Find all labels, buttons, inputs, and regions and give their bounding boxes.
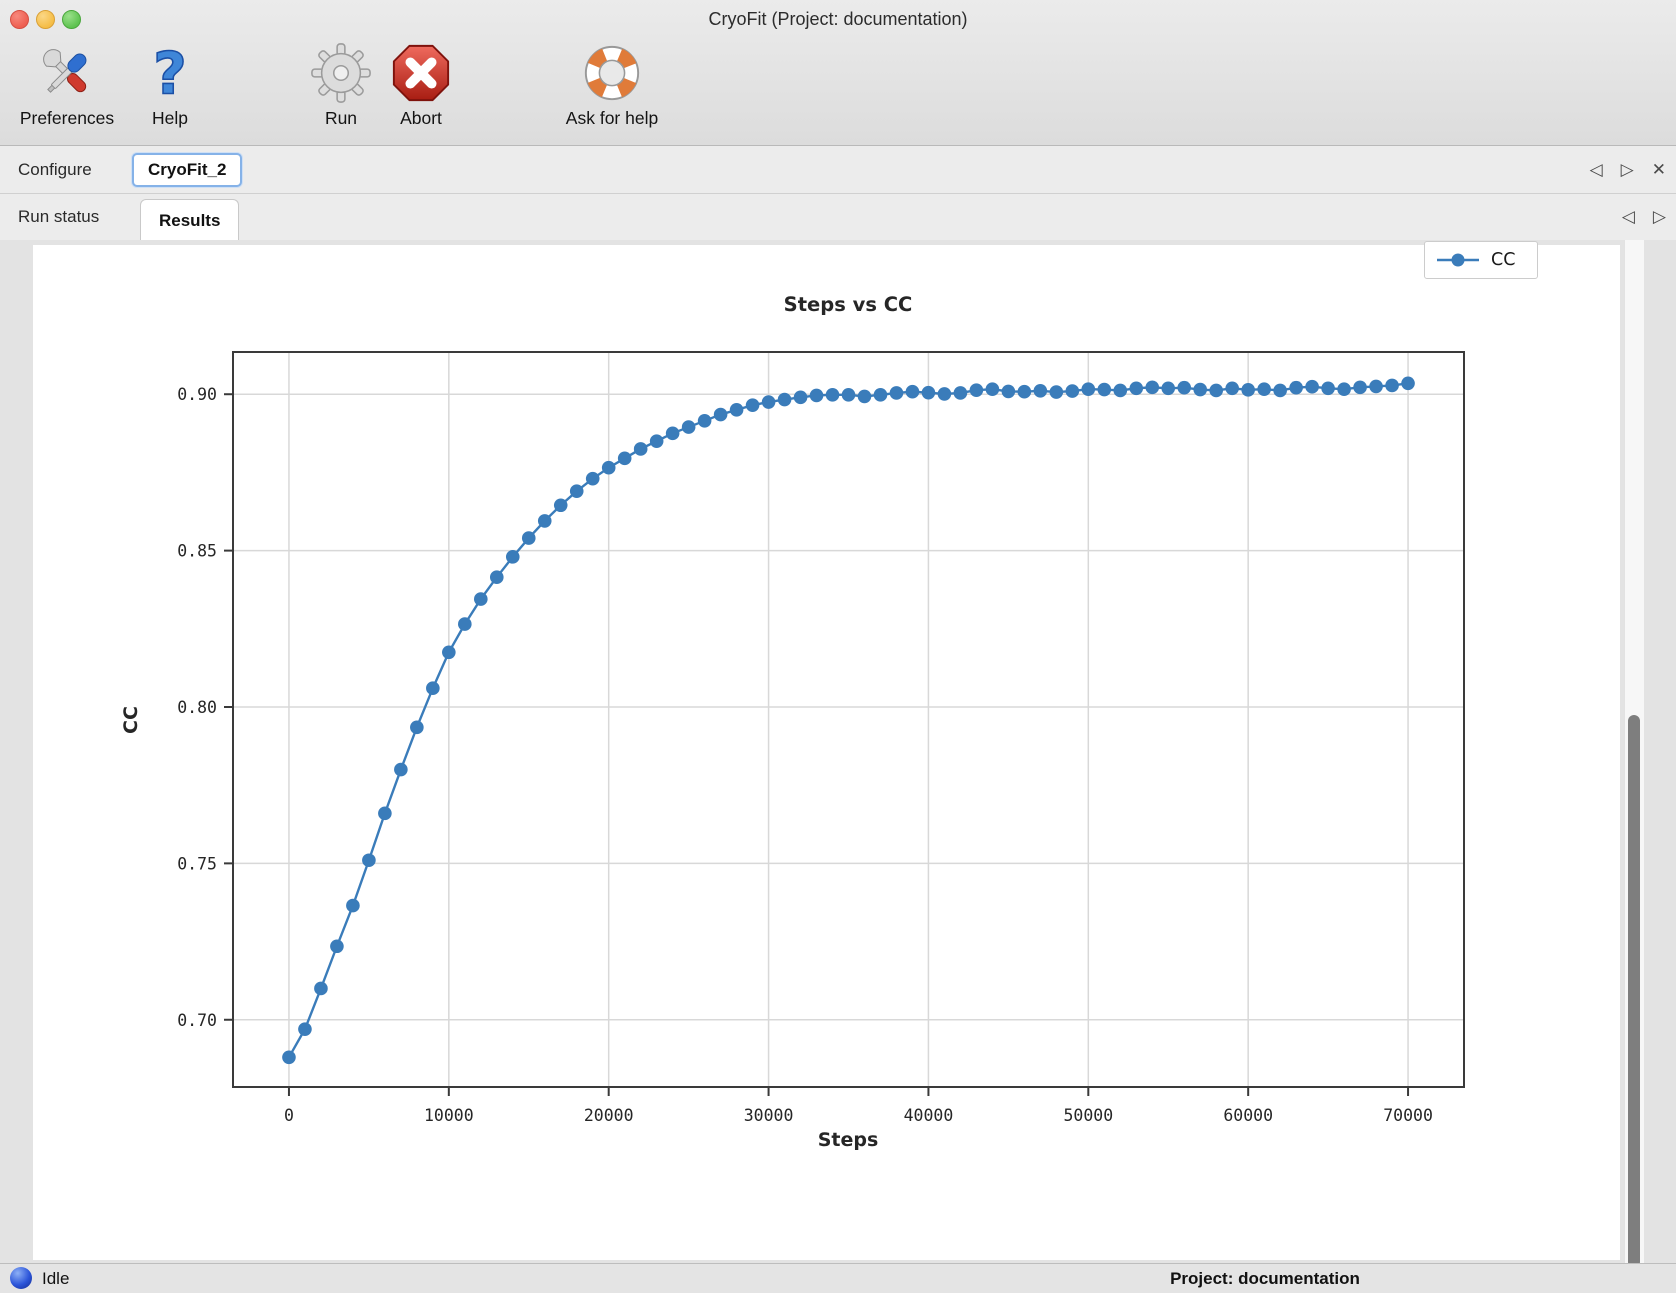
ask-for-help-button[interactable]: Ask for help	[547, 42, 677, 142]
status-indicator-icon	[10, 1267, 32, 1289]
svg-text:50000: 50000	[1063, 1106, 1113, 1125]
results-panel: 0 10000 20000 30000 40000 50000 60000 70000 0.70…	[0, 240, 1676, 1268]
tab-results-selected[interactable]: Results	[140, 199, 240, 241]
ask-for-help-label: Ask for help	[565, 108, 659, 128]
svg-text:0.70: 0.70	[177, 1011, 217, 1030]
status-bar: Idle Project: documentation	[0, 1263, 1676, 1293]
legend-line-marker	[1437, 253, 1479, 267]
close-window-button[interactable]	[10, 10, 29, 29]
svg-text:30000: 30000	[744, 1106, 794, 1125]
svg-text:0.80: 0.80	[177, 698, 217, 717]
svg-text:70000: 70000	[1383, 1106, 1433, 1125]
chart-svg: 0 10000 20000 30000 40000 50000 60000 70000 0.70…	[177, 351, 1465, 1125]
lifebuoy-icon	[584, 45, 640, 101]
window-title: CryoFit (Project: documentation)	[708, 9, 968, 29]
chart-figure: 0 10000 20000 30000 40000 50000 60000 70000 0.70…	[33, 241, 1620, 1260]
tab-configure[interactable]: Configure	[18, 159, 92, 179]
tab-scroll-left-button[interactable]: ◁	[1589, 159, 1603, 179]
svg-text:0.85: 0.85	[177, 542, 217, 561]
tab-cryofit-2-selected[interactable]: CryoFit_2	[132, 153, 243, 187]
help-button[interactable]: ? Help	[140, 42, 200, 142]
titlebar: CryoFit (Project: documentation)	[0, 0, 1676, 38]
svg-text:0.75: 0.75	[177, 854, 217, 873]
tab-scroll-right-button[interactable]: ▷	[1620, 159, 1634, 179]
document-tab-bar: Configure CryoFit_2 ◁ ▷ ✕	[0, 146, 1676, 194]
x-axis-label: Steps	[817, 1129, 879, 1151]
legend-entry-cc: CC	[1491, 250, 1516, 270]
svg-text:10000: 10000	[424, 1106, 474, 1125]
view-scroll-left-button[interactable]: ◁	[1621, 207, 1635, 226]
svg-text:40000: 40000	[904, 1106, 954, 1125]
svg-text:60000: 60000	[1223, 1106, 1273, 1125]
chart-title: Steps vs CC	[783, 293, 913, 316]
abort-octagon-icon	[392, 44, 450, 102]
status-text: Idle	[42, 1269, 70, 1288]
abort-label: Abort	[400, 108, 442, 128]
gear-icon	[311, 43, 371, 103]
run-label: Run	[324, 108, 358, 128]
svg-text:20000: 20000	[584, 1106, 634, 1125]
svg-text:0: 0	[284, 1106, 294, 1125]
abort-button[interactable]: Abort	[386, 42, 456, 142]
minimize-window-button[interactable]	[36, 10, 55, 29]
preferences-button[interactable]: Preferences	[8, 42, 126, 142]
question-mark-icon: ?	[152, 42, 187, 104]
tab-close-button[interactable]: ✕	[1651, 159, 1666, 179]
chart-legend: CC	[1424, 241, 1538, 279]
zoom-window-button[interactable]	[62, 10, 81, 29]
window-chrome: CryoFit (Project: documentation) Prefere…	[0, 0, 1676, 146]
view-tab-bar: Run status Results ◁ ▷	[0, 194, 1676, 241]
vertical-scrollbar[interactable]	[1624, 240, 1644, 1268]
run-button[interactable]: Run	[311, 42, 371, 142]
preferences-label: Preferences	[19, 108, 115, 128]
y-axis-label: CC	[120, 706, 142, 734]
tools-icon	[43, 49, 87, 93]
view-scroll-right-button[interactable]: ▷	[1652, 207, 1666, 226]
project-label: Project: documentation	[1170, 1269, 1360, 1288]
tab-run-status[interactable]: Run status	[18, 207, 100, 226]
help-label: Help	[152, 108, 188, 128]
svg-text:0.90: 0.90	[177, 385, 217, 404]
svg-text:?: ?	[153, 42, 187, 104]
scrollbar-thumb[interactable]	[1628, 715, 1640, 1268]
